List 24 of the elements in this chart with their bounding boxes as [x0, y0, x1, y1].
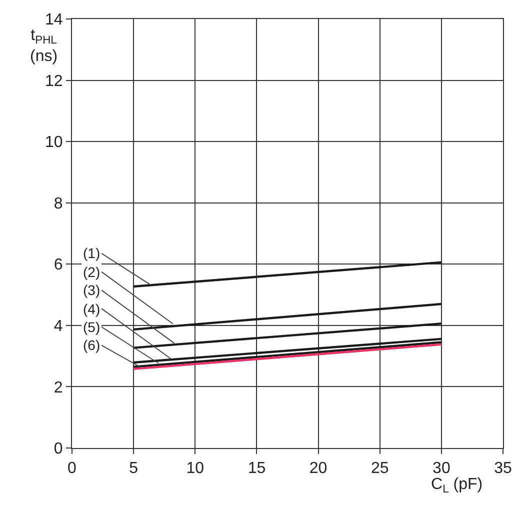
x-tick-label: 5 — [129, 460, 138, 478]
y-tick-label: 12 — [45, 72, 63, 90]
x-tick-label: 35 — [494, 460, 512, 478]
x-tick-label: 10 — [186, 460, 204, 478]
y-tick-label: 6 — [54, 256, 63, 274]
annotation: (1) — [83, 245, 100, 261]
y-axis-title: t$_{PHL}$ (ns) — [30, 27, 58, 65]
x-tick-label: 30 — [432, 460, 450, 478]
y-tick-label: 2 — [54, 379, 63, 396]
x-tick-label: 25 — [370, 460, 389, 478]
annotation: (4) — [83, 301, 100, 317]
x-tick-label: 15 — [248, 460, 266, 478]
annotation: (5) — [83, 319, 100, 335]
y-tick-label: 8 — [54, 195, 63, 212]
y-tick-label: 0 — [54, 440, 63, 458]
x-axis-title: C$_{L}$ (pF) — [431, 476, 483, 496]
annotation: (3) — [83, 282, 100, 298]
annotation: (2) — [83, 264, 100, 280]
y-tick-label: 10 — [45, 134, 63, 152]
x-tick-label: 0 — [68, 460, 77, 478]
y-tick-label: 4 — [54, 318, 63, 336]
x-tick-label: 20 — [309, 460, 328, 478]
y-tick-label: 14 — [45, 12, 63, 29]
annotation: (6) — [83, 337, 100, 353]
